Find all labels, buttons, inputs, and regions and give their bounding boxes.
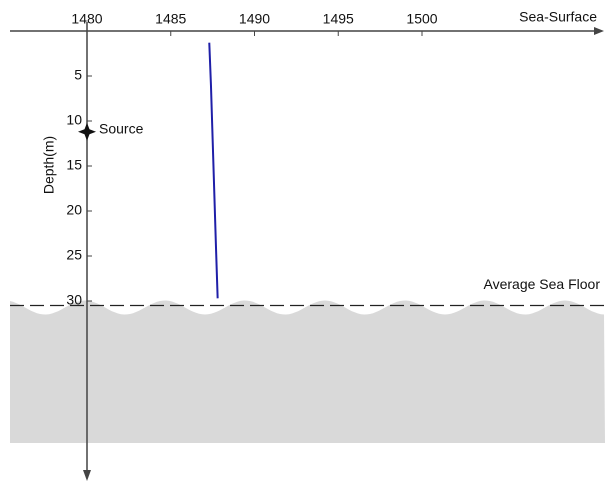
x-tick-label: 1490 xyxy=(239,11,270,27)
x-tick-label: 1485 xyxy=(155,11,186,27)
y-tick-label: 20 xyxy=(66,202,82,218)
x-tick-label: 1480 xyxy=(71,11,102,27)
y-tick-label: 5 xyxy=(74,67,82,83)
sea-floor-label: Average Sea Floor xyxy=(484,276,601,292)
y-tick-label: 10 xyxy=(66,112,82,128)
x-tick-label: 1500 xyxy=(406,11,437,27)
y-axis-label: Depth(m) xyxy=(41,136,57,194)
x-tick-label: 1495 xyxy=(323,11,354,27)
x-axis-label: Sea-Surface xyxy=(519,9,597,25)
sea-floor-ground xyxy=(10,300,605,443)
source-label: Source xyxy=(99,121,144,137)
y-tick-label: 30 xyxy=(66,292,82,308)
x-axis-arrow xyxy=(594,27,604,35)
y-tick-label: 25 xyxy=(66,247,82,263)
y-tick-label: 15 xyxy=(66,157,82,173)
profile-line xyxy=(208,42,219,299)
y-axis-arrow xyxy=(83,470,91,481)
source-marker xyxy=(78,122,96,141)
